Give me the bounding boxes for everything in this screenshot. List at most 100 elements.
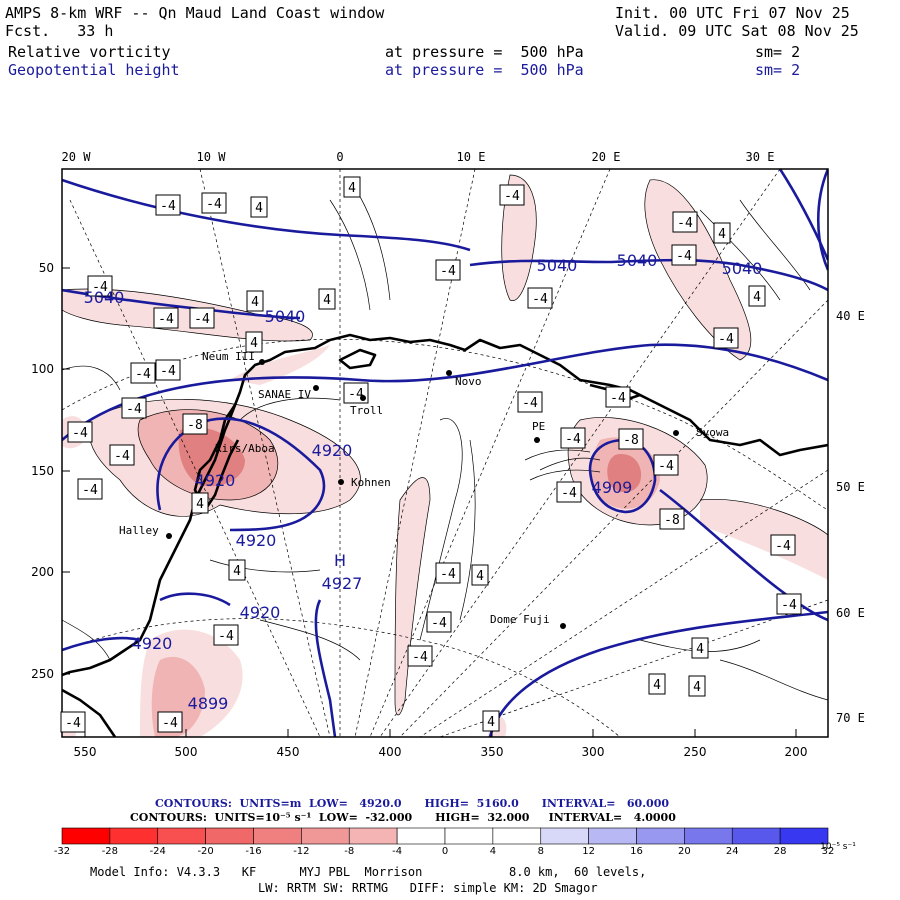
vorticity-label: -4 — [431, 616, 447, 631]
colorbar-segment — [588, 827, 637, 845]
vorticity-label: -8 — [623, 433, 639, 448]
vorticity-label: -8 — [187, 418, 203, 433]
vorticity-label-box — [228, 559, 246, 581]
lon-label: 70 E — [836, 711, 865, 725]
colorbar-segment — [157, 827, 206, 845]
field1-smoothing: sm= 2 — [755, 43, 801, 61]
vorticity-label: -4 — [532, 292, 548, 307]
vorticity-label: 4 — [233, 564, 241, 579]
vorticity-label: -4 — [160, 199, 176, 214]
colorbar-segment — [540, 827, 589, 845]
vorticity-label-box — [155, 359, 181, 381]
vorticity-label-box — [605, 386, 631, 408]
colorbar-segment — [396, 827, 446, 845]
colorbar-label: 8 — [537, 846, 544, 857]
lon-label: 50 E — [836, 480, 865, 494]
y-tick-label: 250 — [31, 667, 54, 681]
vorticity-label-box — [527, 287, 553, 309]
vorticity-label-box — [245, 331, 263, 353]
model-info-line2: LW: RRTM SW: RRTMG DIFF: simple KM: 2D S… — [258, 881, 598, 895]
height-label: 4920 — [312, 441, 353, 460]
vorticity-label-box — [250, 196, 268, 218]
vorticity-label: 4 — [196, 497, 204, 512]
station-marker — [313, 385, 319, 391]
vorticity-label-box — [407, 645, 433, 667]
vorticity-label-box — [499, 184, 525, 206]
vorticity-label-box — [691, 637, 709, 659]
vorticity-label-box — [482, 710, 500, 732]
colorbar-segment — [109, 827, 159, 845]
vorticity-label: -4 — [718, 332, 734, 347]
colorbar-label: 20 — [678, 846, 691, 857]
colorbar-label: 24 — [725, 846, 739, 857]
height-label: 4920 — [240, 603, 281, 622]
vorticity-label-box — [60, 711, 86, 733]
vorticity-label: 4 — [250, 336, 258, 351]
height-label: 4920 — [236, 531, 277, 550]
vorticity-label-box — [688, 675, 706, 697]
vorticity-label-box — [618, 428, 644, 450]
colorbar-label: -4 — [392, 846, 403, 857]
colorbar-segment — [61, 827, 111, 845]
station-label: Novo — [455, 375, 482, 388]
x-tick-label: 500 — [175, 745, 198, 759]
vorticity-label: -4 — [135, 367, 151, 382]
x-tick-label: 400 — [379, 745, 402, 759]
vorticity-label: -4 — [504, 189, 520, 204]
station-label: PE — [532, 420, 545, 433]
bottom-axis-labels: 550 500 450 400 350 300 250 200 — [74, 745, 808, 759]
height-label: 4920 — [195, 471, 236, 490]
vorticity-label-box — [153, 307, 179, 329]
height-label: 4909 — [592, 478, 633, 497]
vorticity-label-box — [659, 508, 685, 530]
vorticity-label: 4 — [323, 293, 331, 308]
colorbar-label: -8 — [344, 846, 355, 857]
vorticity-label-box — [648, 673, 666, 695]
init-time: Init. 00 UTC Fri 07 Nov 25 — [615, 4, 850, 22]
height-contour-info: CONTOURS: UNITS=m LOW= 4920.0 HIGH= 5160… — [155, 797, 669, 810]
vorticity-label-box — [109, 444, 135, 466]
vorticity-label: 4 — [476, 569, 484, 584]
vorticity-label-box — [713, 222, 731, 244]
colorbar-label: 0 — [441, 846, 449, 857]
vorticity-label-box — [748, 285, 766, 307]
vorticity-shading — [62, 175, 828, 737]
colorbar-segment — [301, 827, 350, 845]
colorbar-segment — [731, 827, 781, 845]
vorticity-label: 4 — [251, 295, 259, 310]
vorticity-label-box — [471, 564, 489, 586]
height-label: 5040 — [265, 307, 306, 326]
y-tick-label: 50 — [39, 261, 54, 275]
lon-label: 20 W — [62, 150, 92, 164]
y-tick-label: 150 — [31, 464, 54, 478]
vorticity-label-box — [556, 481, 582, 503]
stations: Neum III SANAE IV Troll Novo PE Syowa Ko… — [119, 350, 729, 629]
axis-ticks — [62, 267, 797, 737]
lon-label: 20 E — [592, 150, 621, 164]
colorbar-label: 16 — [630, 846, 643, 857]
lon-label: 40 E — [836, 309, 865, 323]
height-label: 4920 — [132, 634, 173, 653]
field2-level: at pressure = 500 hPa — [385, 61, 584, 79]
vorticity-label-box — [343, 176, 361, 198]
vorticity-label: -4 — [206, 197, 222, 212]
vorticity-label-box — [67, 421, 93, 443]
vorticity-label: -4 — [440, 567, 456, 582]
vorticity-label: -4 — [160, 364, 176, 379]
colorbar-segment — [492, 827, 542, 845]
vorticity-label: 4 — [718, 227, 726, 242]
height-label: 5040 — [84, 288, 125, 307]
vorticity-label: -4 — [72, 426, 88, 441]
vorticity-label-box — [201, 192, 227, 214]
colorbar-label: 28 — [773, 846, 787, 857]
vorticity-label-box — [776, 593, 802, 615]
colorbar-segment — [636, 827, 685, 845]
colorbar-label: 12 — [582, 846, 595, 857]
colorbar-segment — [253, 827, 302, 845]
vorticity-label: 4 — [487, 715, 495, 730]
place-label: Kirs/Aboa — [215, 442, 275, 455]
vorticity-label-box — [713, 327, 739, 349]
station-label: Kohnen — [351, 476, 391, 489]
vorticity-label: -4 — [158, 312, 174, 327]
station-label: SANAE IV — [258, 388, 311, 401]
